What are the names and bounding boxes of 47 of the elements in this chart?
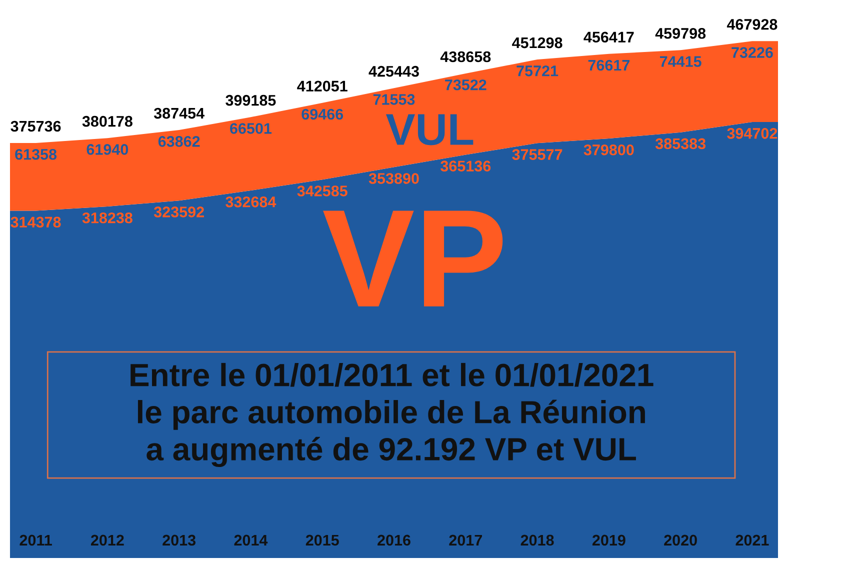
total-label: 456417 (584, 32, 634, 43)
data-label: 385383 (655, 138, 706, 150)
data-label: 61358 (15, 148, 57, 160)
data-label: 342585 (297, 186, 348, 196)
total-label: 438658 (440, 51, 491, 62)
total-label: 459798 (655, 28, 706, 39)
series-label: VP (323, 210, 503, 306)
data-label: 314378 (10, 216, 61, 228)
x-tick-label: 2013 (162, 534, 196, 546)
data-label: 73226 (732, 47, 773, 58)
total-label: 399185 (226, 94, 276, 106)
total-label: 451298 (512, 37, 562, 48)
annotation: Entre le 01/01/2011 et le 01/01/2021 le parc automobile de La Réunion a augmenté de 92.192 VP et VUL (130, 362, 654, 468)
data-label: 394702 (727, 128, 778, 139)
data-label: 76617 (588, 60, 630, 71)
x-tick-label: 2017 (449, 534, 482, 546)
data-label: 66501 (230, 123, 272, 134)
x-tick-label: 2014 (234, 534, 268, 546)
total-label: 387454 (154, 108, 204, 119)
data-label: 63862 (158, 136, 200, 147)
x-tick-label: 2011 (20, 534, 52, 546)
data-label: 69466 (302, 108, 344, 120)
total-label: 412051 (297, 80, 348, 92)
data-label: 74415 (660, 56, 702, 67)
total-label: 375736 (10, 120, 61, 132)
data-label: 332684 (226, 196, 276, 208)
x-tick-label: 2021 (736, 534, 769, 546)
data-label: 71553 (373, 94, 415, 105)
data-label: 323592 (154, 206, 204, 218)
x-tick-label: 2019 (592, 534, 626, 546)
data-label: 318238 (82, 212, 132, 224)
x-tick-label: 2018 (520, 534, 554, 546)
total-label: 425443 (368, 66, 419, 77)
data-label: 353890 (368, 173, 419, 184)
data-label: 365136 (440, 160, 491, 172)
data-label: 73522 (445, 79, 486, 90)
x-tick-label: 2012 (90, 534, 124, 546)
total-label: 467928 (726, 19, 778, 30)
x-tick-label: 2015 (306, 534, 339, 546)
series-label: VUL (386, 114, 474, 146)
x-tick-label: 2016 (378, 534, 410, 546)
x-tick-label: 2020 (664, 534, 697, 546)
data-label: 375577 (512, 149, 562, 160)
data-label: 75721 (516, 66, 558, 76)
data-label: 61940 (86, 144, 128, 155)
data-label: 379800 (584, 144, 634, 156)
total-label: 380178 (82, 116, 132, 127)
